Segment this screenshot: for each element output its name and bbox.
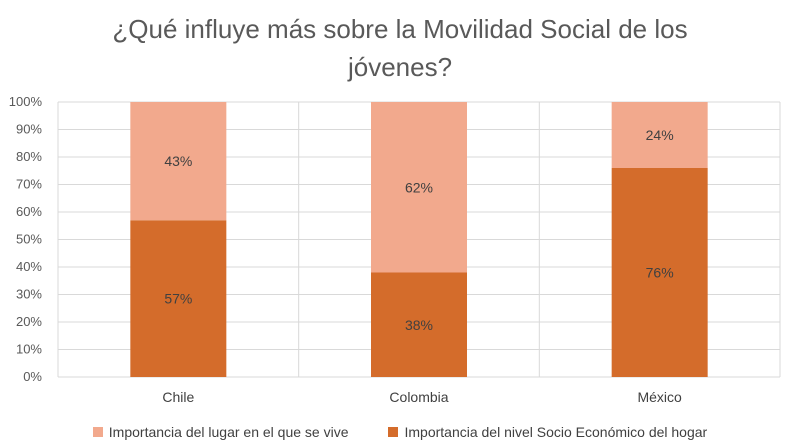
data-label: 62%: [405, 179, 433, 195]
data-label: 24%: [646, 127, 674, 143]
bar-segment: [371, 272, 467, 377]
y-tick-label: 30%: [16, 287, 42, 302]
data-label: 43%: [164, 153, 192, 169]
bars-layer: [130, 102, 708, 377]
y-tick-label: 20%: [16, 314, 42, 329]
bar-segment: [371, 102, 467, 273]
legend-swatch-socioeconomico: [388, 427, 399, 437]
data-label: 76%: [646, 265, 674, 281]
bar-segment: [611, 102, 708, 168]
legend-swatch-lugar: [92, 427, 103, 437]
bar-segment: [130, 220, 227, 377]
legend-item-lugar: Importancia del lugar en el que se vive: [92, 424, 349, 440]
chart-title: ¿Qué influye más sobre la Movilidad Soci…: [112, 14, 688, 82]
y-tick-label: 100%: [9, 94, 43, 109]
legend-label-lugar: Importancia del lugar en el que se vive: [108, 424, 349, 440]
y-tick-label: 0%: [23, 369, 42, 384]
bar-segment: [130, 102, 227, 221]
y-tick-label: 60%: [16, 204, 42, 219]
data-label: 57%: [164, 291, 192, 307]
legend-item-socioeconomico: Importancia del nivel Socio Económico de…: [388, 424, 707, 440]
labels-layer: 0% 10% 20% 30% 40% 50% 60% 70% 80% 90% 100% 57% 43% C…: [9, 94, 682, 405]
y-tick-label: 70%: [16, 177, 42, 192]
y-tick-label: 10%: [16, 342, 42, 357]
data-label: 38%: [405, 317, 433, 333]
x-tick-label: México: [637, 389, 682, 405]
bar-segment: [611, 168, 708, 377]
y-tick-label: 90%: [16, 122, 42, 137]
legend-label-socioeconomico: Importancia del nivel Socio Económico de…: [404, 424, 708, 440]
y-tick-label: 50%: [16, 232, 42, 247]
x-tick-label: Colombia: [389, 389, 448, 405]
y-tick-label: 40%: [16, 259, 42, 274]
x-tick-label: Chile: [162, 389, 194, 405]
y-tick-label: 80%: [16, 149, 42, 164]
legend: Importancia del lugar en el que se vive …: [0, 424, 800, 440]
